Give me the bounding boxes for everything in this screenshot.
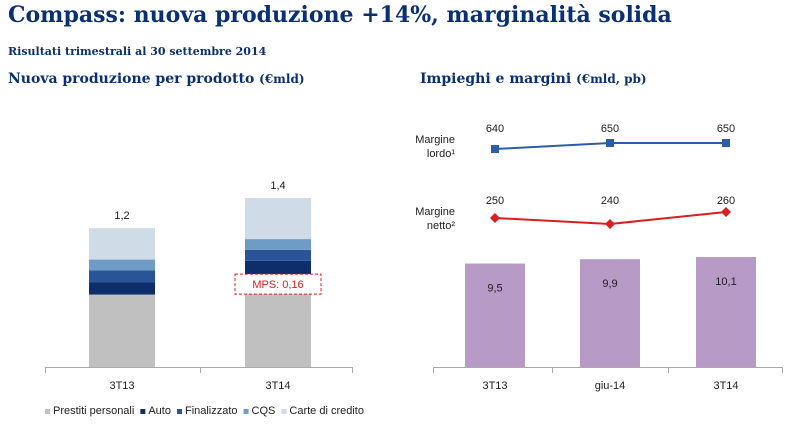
legend-label: CQS — [252, 405, 276, 417]
line-1-value-label: 240 — [601, 195, 619, 207]
left-chart-unit: (€mld) — [259, 72, 305, 86]
line-1-name: netto² — [427, 220, 455, 232]
line-0-marker — [491, 145, 499, 153]
legend-label: Carte di credito — [289, 405, 364, 417]
line-1-value-label: 250 — [486, 195, 504, 207]
bar-3t14-carte-di-credito — [245, 198, 311, 240]
line-1-marker — [721, 207, 731, 217]
left-chart-title: Nuova produzione per prodotto (€mld) — [8, 71, 305, 87]
line-1-name: Margine — [415, 206, 455, 218]
line-0-value-label: 650 — [717, 123, 735, 135]
bar-3t13-finalizzato — [89, 270, 155, 283]
mps-annotation-box — [234, 273, 322, 295]
line-0-name: lordo¹ — [427, 148, 455, 160]
line-0-name: Margine — [415, 134, 455, 146]
legend-swatch-cqs — [243, 409, 249, 414]
impieghi-bar-label: 9,9 — [602, 278, 617, 290]
legend-swatch-auto — [140, 409, 146, 414]
bar-3t14-cqs — [245, 239, 311, 250]
legend-swatch-carte-di-credito — [281, 409, 287, 414]
x-tick-label: giu-14 — [595, 380, 626, 392]
bar-3t14-finalizzato — [245, 249, 311, 261]
legend-swatch-prestiti-personali — [45, 409, 50, 414]
line-1-value-label: 260 — [717, 195, 735, 207]
line-0-value-label: 640 — [486, 123, 504, 135]
x-tick-label: 3T13 — [109, 380, 134, 392]
x-tick-label: 3T14 — [713, 380, 738, 392]
line-0-marker — [606, 139, 614, 147]
left-chart-title-text: Nuova produzione per prodotto — [8, 71, 255, 87]
legend-label: Finalizzato — [185, 405, 238, 417]
bar-total-label: 1,2 — [114, 210, 129, 222]
impieghi-bar-giu-14 — [580, 259, 640, 367]
right-chart-title-text: Impieghi e margini — [420, 71, 572, 87]
right-chart-title: Impieghi e margini (€mld, pb) — [420, 71, 647, 87]
line-1-marker — [490, 213, 500, 223]
impieghi-bar-3t14 — [696, 257, 756, 367]
right-chart-unit: (€mld, pb) — [576, 72, 647, 86]
line-1-marker — [605, 219, 615, 229]
x-tick-label: 3T13 — [482, 380, 507, 392]
legend-label: Prestiti personali — [53, 405, 134, 417]
legend-label: Auto — [148, 405, 171, 417]
mps-annotation-label: MPS: 0,16 — [252, 279, 303, 291]
impieghi-bar-label: 10,1 — [715, 276, 736, 288]
page-subtitle: Risultati trimestrali al 30 settembre 20… — [8, 45, 267, 58]
impieghi-bar-3t13 — [465, 263, 525, 367]
bar-total-label: 1,4 — [270, 180, 285, 192]
legend-swatch-finalizzato — [176, 409, 182, 414]
bar-3t13-prestiti-personali — [89, 294, 155, 367]
bar-3t13-carte-di-credito — [89, 228, 155, 260]
line-0-value-label: 650 — [601, 123, 619, 135]
impieghi-bar-label: 9,5 — [487, 283, 502, 295]
line-0-marker — [722, 139, 730, 147]
page-title: Compass: nuova produzione +14%, marginal… — [8, 2, 672, 28]
x-tick-label: 3T14 — [265, 380, 290, 392]
bar-3t13-auto — [89, 282, 155, 295]
bar-3t13-cqs — [89, 259, 155, 271]
